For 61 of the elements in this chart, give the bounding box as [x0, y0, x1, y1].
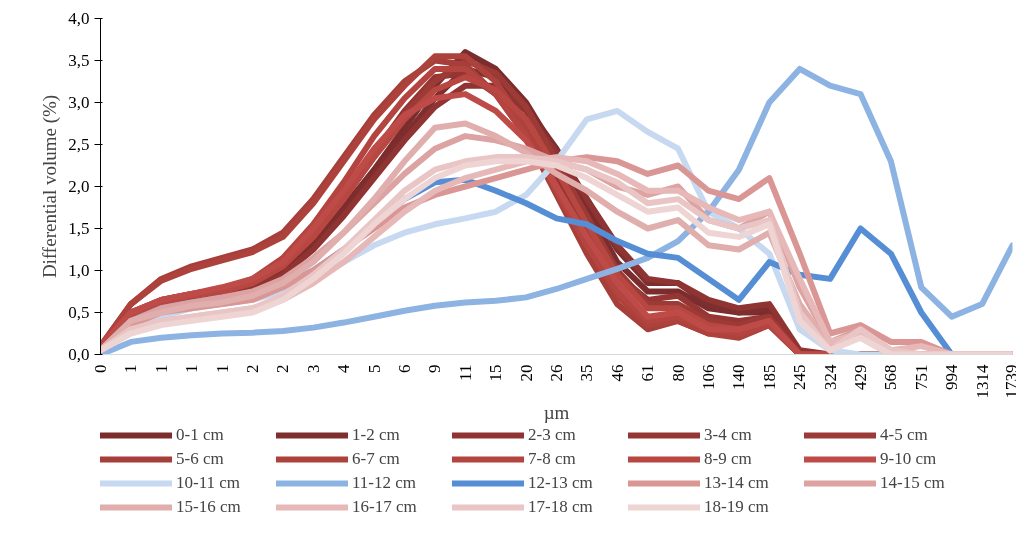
x-tick-label: 6: [395, 364, 414, 373]
y-tick-label: 2,5: [68, 135, 90, 154]
x-tick-label: 994: [942, 364, 962, 390]
legend-label: 7-8 cm: [528, 449, 577, 469]
x-tick-label: 245: [790, 364, 810, 390]
legend-label: 16-17 cm: [352, 497, 418, 517]
legend-label: 12-13 cm: [528, 473, 594, 493]
x-tick-label: 35: [577, 364, 597, 382]
legend-label: 14-15 cm: [880, 473, 946, 493]
x-tick-label: 1314: [972, 364, 992, 399]
legend-label: 11-12 cm: [352, 473, 418, 493]
y-tick-label: 3,5: [68, 51, 90, 70]
y-tick-label: 2,0: [68, 177, 90, 196]
x-tick-label: 5: [364, 364, 384, 373]
x-tick-label: 20: [516, 364, 536, 382]
legend-label: 6-7 cm: [352, 449, 401, 469]
x-tick-label: 80: [668, 364, 688, 382]
x-tick-label: 324: [820, 364, 840, 390]
x-tick-label: 429: [851, 364, 870, 390]
y-tick-label: 4,0: [68, 9, 90, 28]
x-tick-label: 106: [699, 364, 718, 390]
x-tick-label: 4: [334, 364, 354, 373]
legend-label: 17-18 cm: [528, 497, 594, 517]
legend-label: 10-11 cm: [176, 473, 242, 493]
x-tick-label: 3: [303, 364, 323, 373]
legend-label: 3-4 cm: [704, 425, 753, 445]
x-tick-label: 0: [91, 364, 110, 373]
legend-label: 4-5 cm: [880, 425, 929, 445]
y-tick-label: 1,5: [68, 219, 90, 238]
x-tick-label: 2: [243, 364, 262, 373]
x-tick-label: 1: [151, 364, 171, 373]
x-tick-label: 1: [121, 364, 141, 373]
x-tick-label: 26: [547, 364, 566, 382]
y-tick-label: 0,0: [68, 345, 90, 364]
x-tick-label: 15: [486, 364, 506, 382]
x-tick-label: 140: [729, 364, 749, 390]
legend-label: 1-2 cm: [352, 425, 401, 445]
legend-label: 13-14 cm: [704, 473, 770, 493]
x-tick-label: 568: [881, 364, 901, 390]
legend-label: 9-10 cm: [880, 449, 938, 469]
x-tick-label: 1739: [1001, 364, 1020, 399]
x-tick-label: 9: [425, 364, 445, 373]
x-tick-label: 2: [273, 364, 293, 373]
x-tick-label: 1: [212, 364, 232, 373]
x-tick-label: 751: [911, 364, 931, 390]
legend-label: 2-3 cm: [528, 425, 577, 445]
legend-label: 5-6 cm: [176, 449, 225, 469]
legend-label: 0-1 cm: [176, 425, 225, 445]
y-tick-label: 1,0: [68, 261, 90, 280]
legend-label: 8-9 cm: [704, 449, 753, 469]
legend-label: 18-19 cm: [704, 497, 770, 517]
y-tick-label: 3,0: [68, 93, 90, 112]
x-tick-label: 11: [455, 364, 475, 381]
x-tick-label: 46: [607, 364, 627, 382]
x-tick-label: 185: [759, 364, 779, 390]
x-axis-title: µm: [543, 401, 570, 423]
x-tick-label: 1: [182, 364, 202, 373]
x-tick-label: 61: [638, 364, 658, 382]
legend-label: 15-16 cm: [176, 497, 242, 517]
y-axis-title: Differential volume (%): [39, 94, 62, 279]
y-tick-label: 0,5: [68, 303, 90, 322]
